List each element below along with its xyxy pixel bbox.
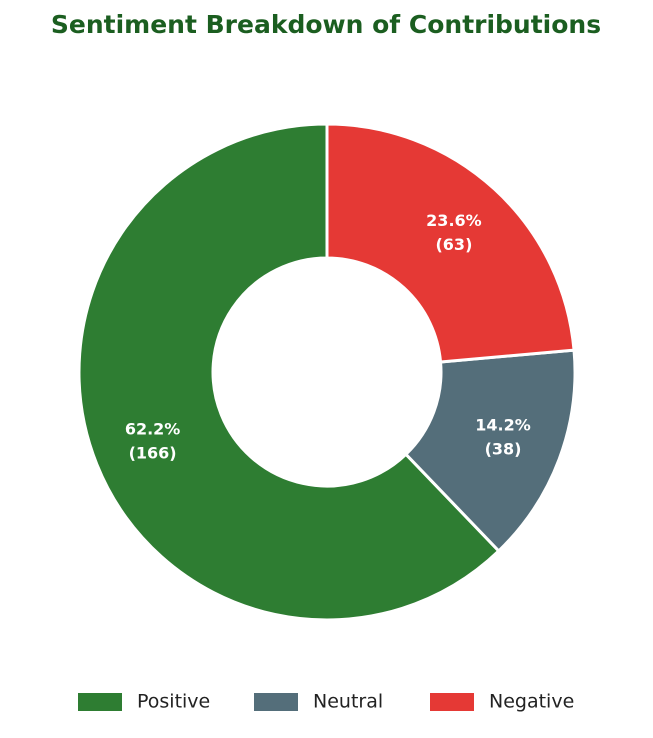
legend-swatch: [430, 693, 474, 711]
legend-swatch: [254, 693, 298, 711]
value-label: (166): [129, 444, 177, 463]
legend-label: Positive: [137, 691, 210, 713]
donut-slice: [403, 348, 577, 554]
legend-label: Neutral: [313, 691, 383, 713]
percent-label: 14.2%: [475, 416, 531, 435]
chart-title: Sentiment Breakdown of Contributions: [51, 10, 601, 39]
donut-slice: [77, 122, 501, 622]
percent-label: 62.2%: [125, 420, 181, 439]
legend-swatch: [78, 693, 122, 711]
donut-slice: [325, 122, 576, 364]
percent-label: 23.6%: [426, 211, 482, 230]
value-label: (38): [485, 440, 522, 459]
value-label: (63): [435, 235, 472, 254]
legend-label: Negative: [489, 691, 574, 713]
